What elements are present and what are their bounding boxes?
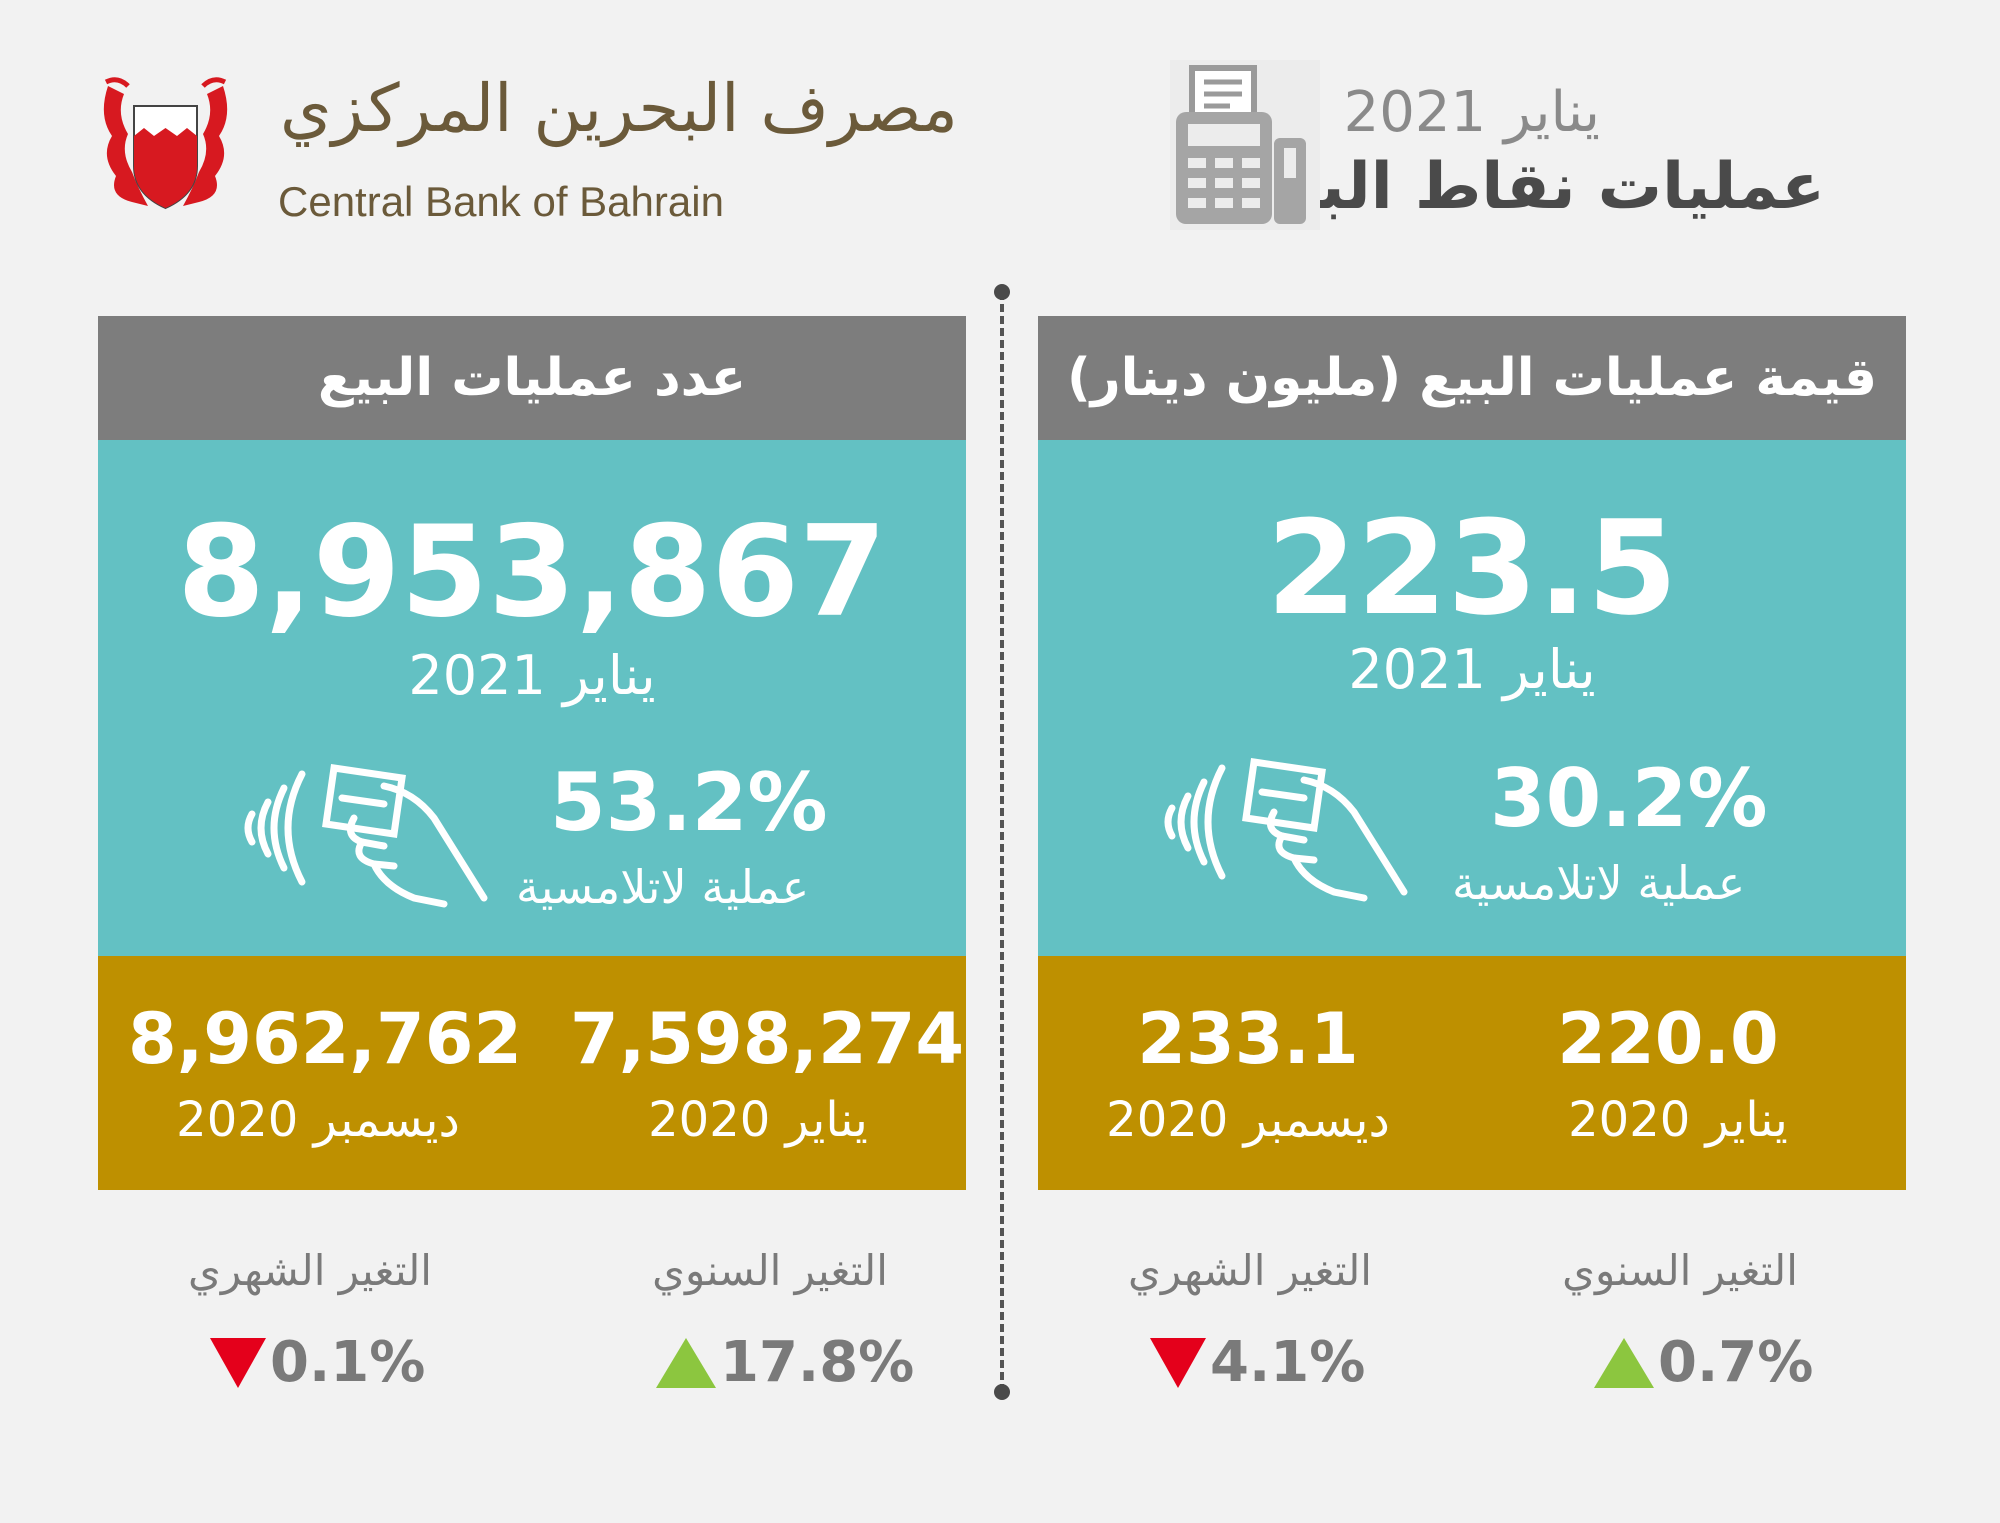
count-monthly-change-value: 0.1% bbox=[270, 1330, 426, 1395]
value-contactless-percent: 30.2% bbox=[1490, 752, 1768, 845]
down-arrow-icon bbox=[1150, 1337, 1206, 1388]
count-monthly-change: 0.1% bbox=[210, 1330, 425, 1395]
bahrain-emblem-icon bbox=[103, 77, 228, 210]
value-panel-title: قيمة عمليات البيع (مليون دينار) bbox=[1038, 316, 1906, 440]
value-jan2020-label: يناير 2020 bbox=[1568, 1092, 1788, 1148]
value-panel-main: 223.5 يناير 2021 30.2% عملية لاتلامسية bbox=[1038, 440, 1906, 956]
value-jan2020-number: 220.0 bbox=[1557, 998, 1779, 1080]
value-main-number: 223.5 bbox=[1266, 492, 1678, 644]
center-divider bbox=[1000, 292, 1004, 1392]
count-yearly-change-label: التغير السنوي bbox=[652, 1246, 888, 1295]
value-yearly-change-value: 0.7% bbox=[1658, 1330, 1814, 1395]
logo-arabic-name: مصرف البحرين المركزي bbox=[280, 70, 958, 147]
value-main-date: يناير 2021 bbox=[1348, 638, 1596, 701]
count-panel-title: عدد عمليات البيع bbox=[98, 316, 966, 440]
value-yearly-change-label: التغير السنوي bbox=[1562, 1246, 1798, 1295]
count-yearly-change: 17.8% bbox=[656, 1330, 914, 1395]
count-yearly-change-value: 17.8% bbox=[720, 1330, 915, 1395]
value-yearly-change: 0.7% bbox=[1594, 1330, 1813, 1395]
divider-dot-bottom bbox=[994, 1384, 1010, 1400]
value-dec2020-number: 233.1 bbox=[1137, 998, 1359, 1080]
count-jan2020-label: يناير 2020 bbox=[648, 1092, 868, 1148]
value-monthly-change: 4.1% bbox=[1150, 1330, 1365, 1395]
value-panel: قيمة عمليات البيع (مليون دينار) 223.5 ين… bbox=[1038, 316, 1906, 1190]
page-title: عمليات نقاط البيع bbox=[1250, 150, 1825, 224]
pos-terminal-icon bbox=[1170, 60, 1320, 230]
count-dec2020-number: 8,962,762 bbox=[128, 998, 523, 1080]
contactless-payment-icon bbox=[1164, 758, 1408, 902]
value-contactless-label: عملية لاتلامسية bbox=[1452, 856, 1746, 910]
count-contactless-label: عملية لاتلامسية bbox=[516, 860, 810, 914]
up-arrow-icon bbox=[656, 1337, 716, 1388]
value-monthly-change-label: التغير الشهري bbox=[1128, 1246, 1372, 1295]
down-arrow-icon bbox=[210, 1337, 266, 1388]
divider-dot-top bbox=[994, 284, 1010, 300]
count-panel-main: 8,953,867 يناير 2021 53.2% عملية لاتلامس… bbox=[98, 440, 966, 956]
count-contactless-percent: 53.2% bbox=[550, 756, 828, 849]
value-panel-comparison: 233.1 ديسمبر 2020 220.0 يناير 2020 bbox=[1038, 956, 1906, 1190]
count-main-number: 8,953,867 bbox=[177, 498, 887, 645]
count-jan2020-number: 7,598,274 bbox=[570, 998, 965, 1080]
value-monthly-change-value: 4.1% bbox=[1210, 1330, 1366, 1395]
contactless-payment-icon bbox=[244, 764, 488, 908]
count-monthly-change-label: التغير الشهري bbox=[188, 1246, 432, 1295]
value-dec2020-label: ديسمبر 2020 bbox=[1106, 1092, 1390, 1148]
up-arrow-icon bbox=[1594, 1337, 1654, 1388]
count-panel: عدد عمليات البيع 8,953,867 يناير 2021 53… bbox=[98, 316, 966, 1190]
count-main-date: يناير 2021 bbox=[408, 644, 656, 707]
header-date: يناير 2021 bbox=[1343, 80, 1600, 145]
count-dec2020-label: ديسمبر 2020 bbox=[176, 1092, 460, 1148]
count-panel-comparison: 8,962,762 ديسمبر 2020 7,598,274 يناير 20… bbox=[98, 956, 966, 1190]
logo-english-name: Central Bank of Bahrain bbox=[278, 178, 724, 225]
